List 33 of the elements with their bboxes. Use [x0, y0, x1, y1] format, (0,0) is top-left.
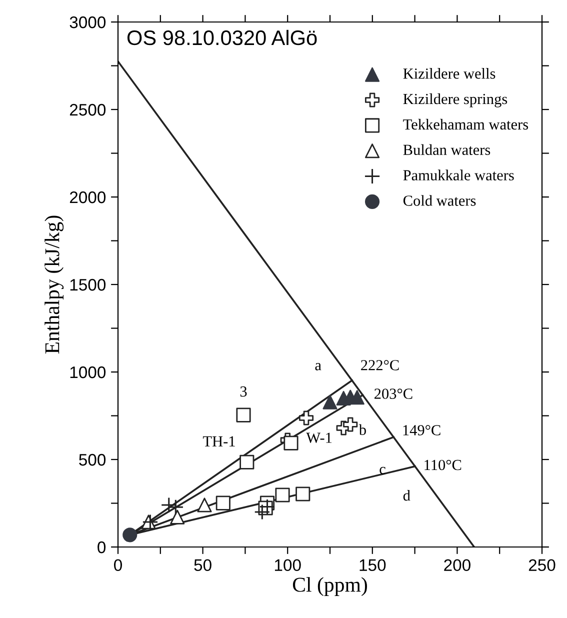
y-tick-label: 500	[79, 454, 106, 466]
x-tick-label: 200	[444, 559, 470, 572]
annotation: OS 98.10.0320 AlGö	[127, 30, 317, 46]
annotation: a	[315, 363, 322, 370]
x-tick-label: 100	[274, 559, 301, 572]
annotation: 222°C	[361, 360, 399, 370]
y-tick-label: 2500	[70, 104, 106, 116]
annotation: c	[380, 466, 386, 474]
annotation: TH-1	[202, 436, 235, 446]
legend-label: Pamukkale waters	[403, 170, 514, 180]
legend-label: Tekkehamam waters	[403, 118, 528, 130]
legend-label: Kizildere wells	[403, 68, 496, 79]
annotation: 203°C	[374, 388, 412, 399]
x-tick-label: 0	[114, 559, 122, 572]
annotation: 3	[240, 386, 247, 397]
annotation: 110°C	[424, 460, 462, 470]
annotation: W-1	[306, 432, 332, 444]
annotation: d	[403, 490, 410, 501]
annotation: b	[358, 424, 366, 436]
y-tick-label: 3000	[70, 16, 106, 28]
legend-label: Kizildere springs	[403, 93, 508, 108]
y-tick-label: 1000	[70, 366, 106, 378]
y-tick-label: 2000	[70, 191, 106, 204]
x-tick-label: 150	[360, 559, 386, 572]
y-axis-title: Enthalpy (kJ/kg)	[44, 216, 64, 354]
y-tick-label: 1500	[70, 278, 106, 291]
x-tick-label: 50	[194, 559, 212, 572]
x-tick-label: 250	[528, 559, 556, 572]
y-tick-label: 0	[98, 541, 106, 554]
legend-label: Cold waters	[403, 195, 476, 206]
legend-label: Buldan waters	[403, 144, 490, 156]
annotation: 149°C	[403, 425, 440, 436]
x-axis-title: Cl (ppm)	[292, 577, 367, 596]
